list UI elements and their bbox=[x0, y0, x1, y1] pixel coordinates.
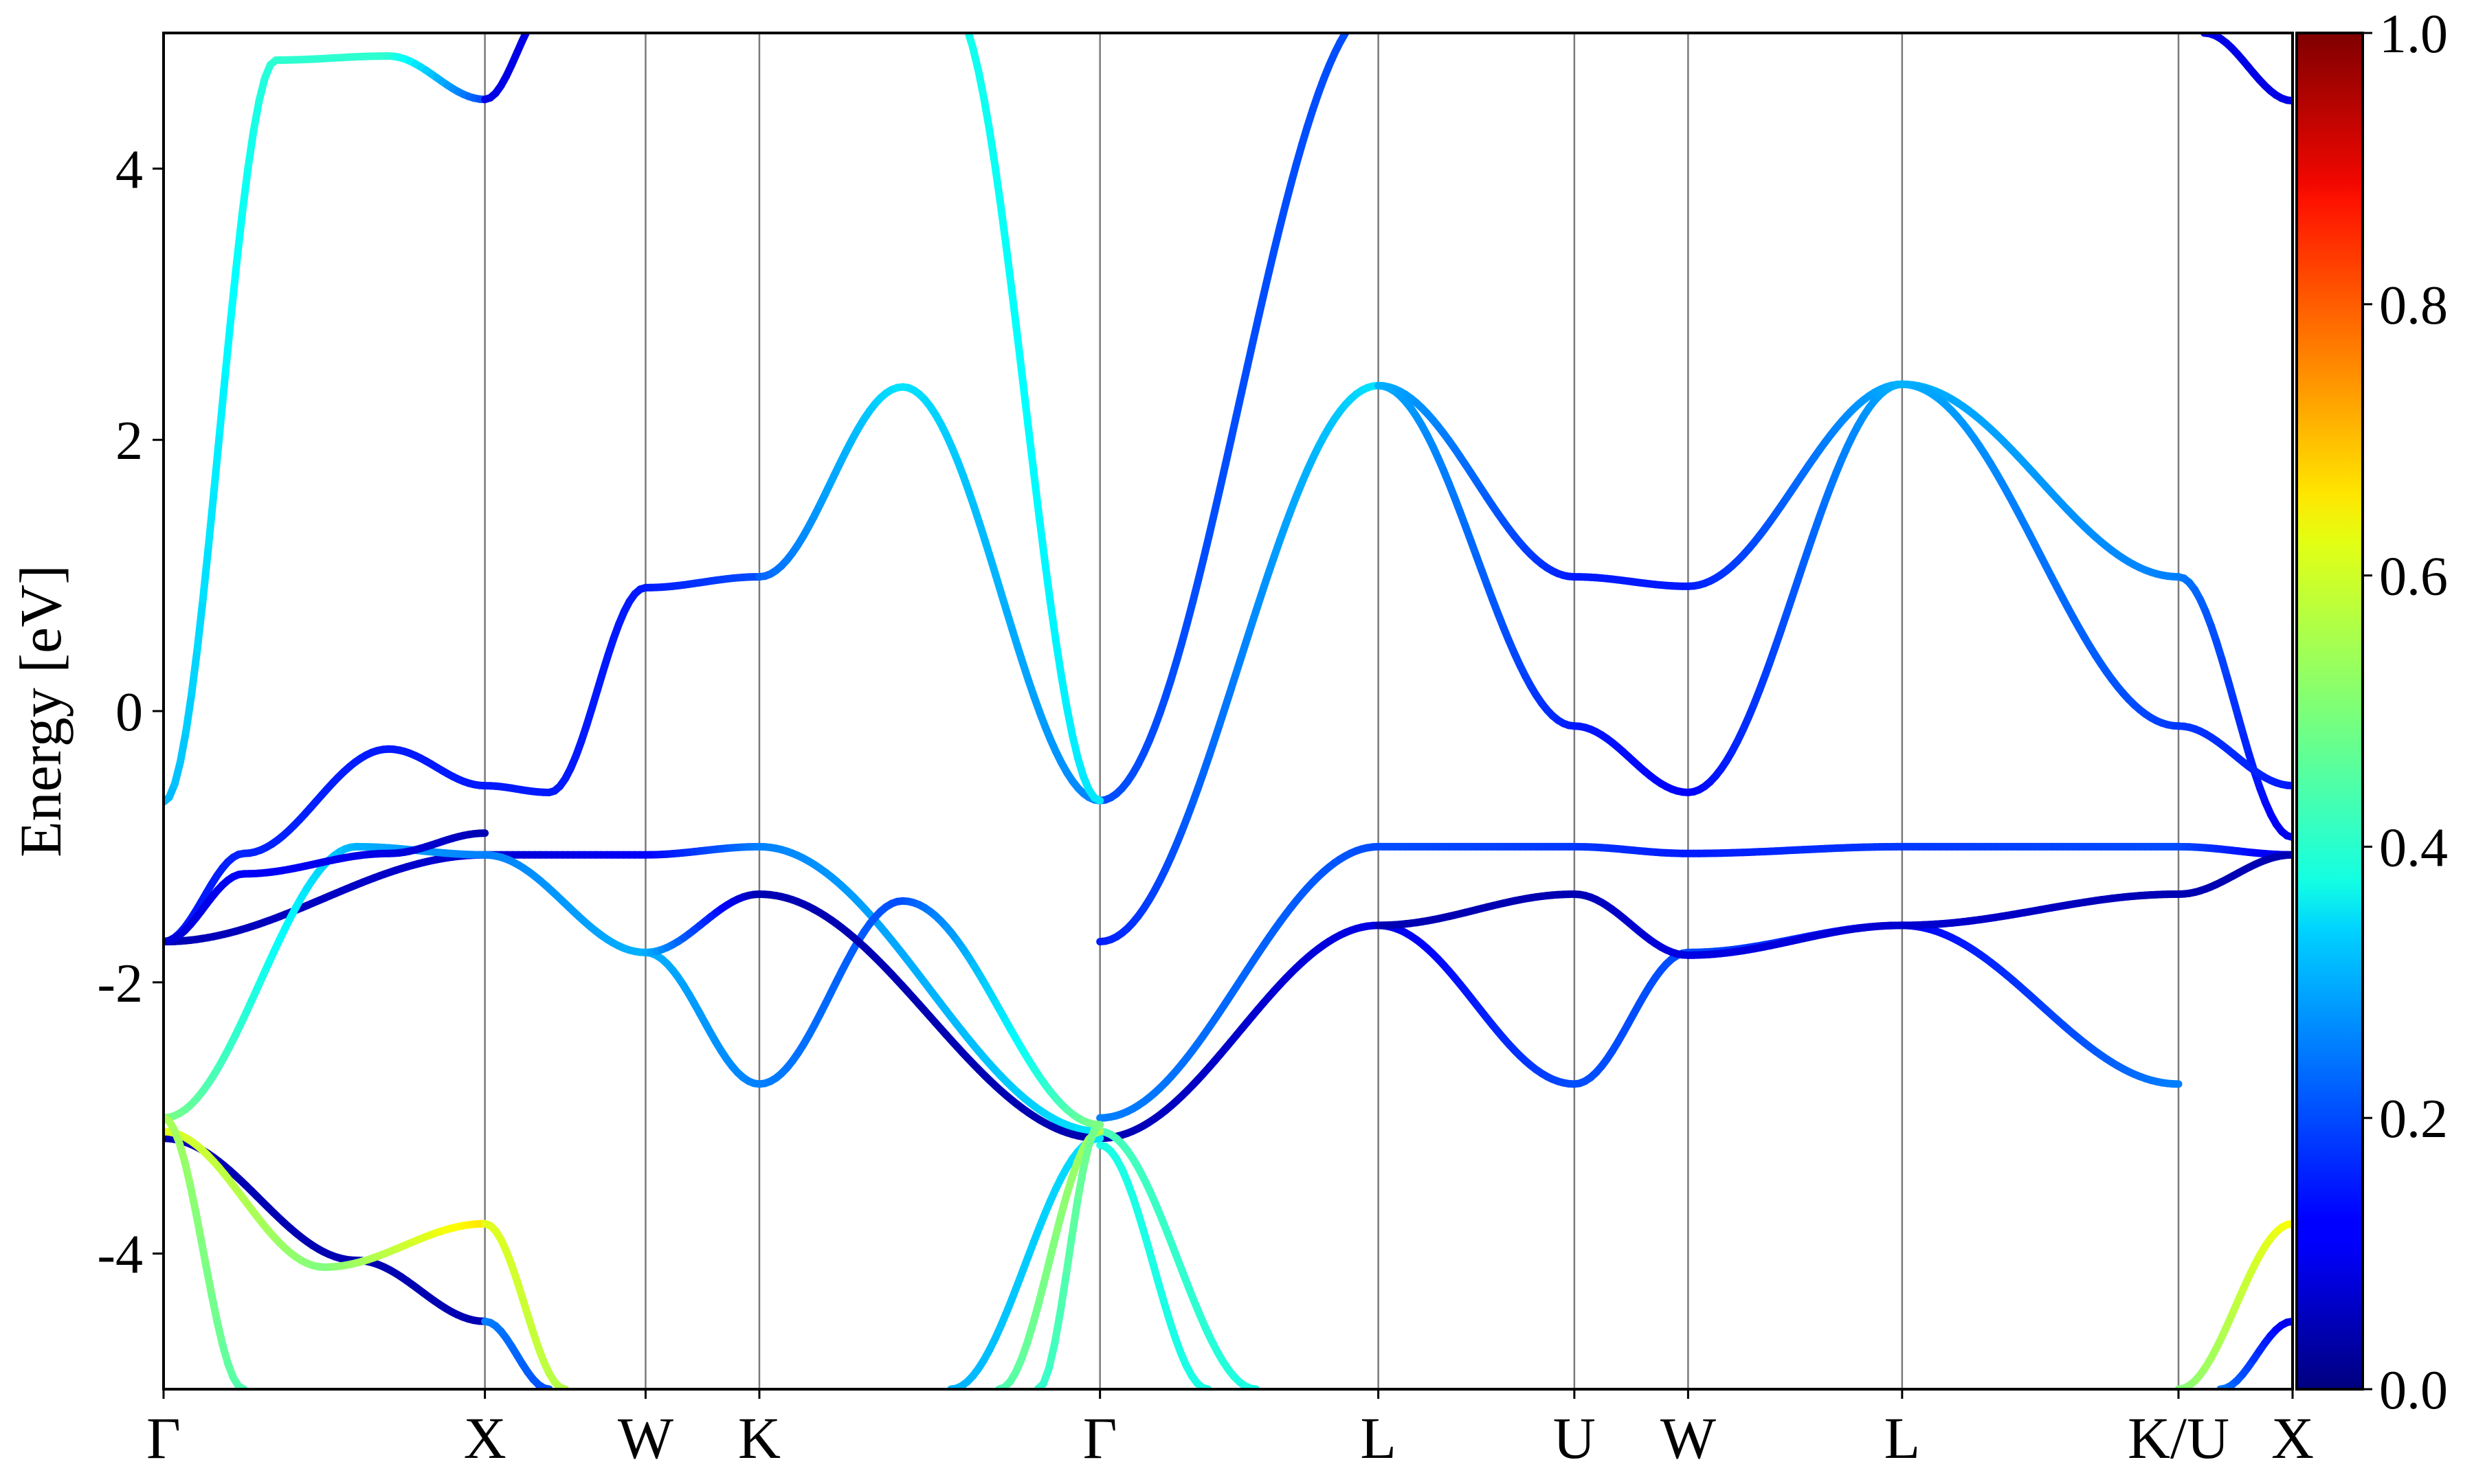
band-line bbox=[481, 1219, 570, 1389]
y-tick-label: -4 bbox=[97, 1225, 143, 1285]
colorbar-tick-label: 0.0 bbox=[2379, 1360, 2448, 1421]
x-tick-label: X bbox=[2271, 1405, 2314, 1471]
band-line bbox=[164, 1127, 489, 1271]
kpath-gridlines bbox=[484, 33, 2180, 1389]
x-tick-label: X bbox=[464, 1405, 506, 1471]
band-line bbox=[164, 573, 764, 946]
band-line bbox=[1096, 381, 1383, 946]
band-line bbox=[164, 1114, 248, 1389]
band-line bbox=[2200, 33, 2293, 105]
colorbar-tick-label: 0.4 bbox=[2379, 818, 2448, 878]
colorbar-ticks: 0.0 0.2 0.4 0.6 0.8 1.0 bbox=[2363, 4, 2448, 1421]
band-line bbox=[164, 1134, 489, 1325]
band-line bbox=[1898, 380, 2293, 842]
x-tick-label: Γ bbox=[1083, 1405, 1117, 1471]
y-axis: -4 -2 0 2 4 bbox=[97, 139, 164, 1285]
band-line bbox=[481, 33, 531, 104]
band-line bbox=[1096, 921, 2183, 1143]
x-tick-label: L bbox=[1360, 1405, 1396, 1471]
band-line bbox=[2216, 1317, 2293, 1389]
x-tick-label: L bbox=[1884, 1405, 1921, 1471]
x-tick-label: Γ bbox=[146, 1405, 181, 1471]
plot-frame bbox=[162, 32, 2294, 1391]
plot-area bbox=[162, 32, 2294, 1391]
band-line bbox=[1096, 33, 1350, 805]
band-line bbox=[1898, 380, 2293, 790]
band-line bbox=[164, 842, 1104, 1129]
colorbar-tick-label: 0.2 bbox=[2379, 1089, 2448, 1149]
x-tick-label: K bbox=[738, 1405, 781, 1471]
x-tick-label: K/U bbox=[2128, 1405, 2229, 1471]
colorbar-tick-label: 1.0 bbox=[2379, 4, 2448, 65]
band-line bbox=[481, 1317, 553, 1389]
colorbar-tick-label: 0.8 bbox=[2379, 276, 2448, 336]
y-axis-label: Energy [eV] bbox=[8, 565, 74, 857]
bands-group bbox=[164, 33, 2293, 1389]
colorbar-gradient bbox=[2295, 32, 2364, 1391]
colorbar-tick-label: 0.6 bbox=[2379, 547, 2448, 607]
y-tick-label: 4 bbox=[115, 139, 143, 200]
band-line bbox=[1034, 1121, 1104, 1389]
band-line bbox=[1096, 1141, 1212, 1389]
band-line bbox=[964, 33, 1104, 805]
colorbar: 0.0 0.2 0.4 0.6 0.8 1.0 bbox=[2295, 4, 2448, 1421]
band-line bbox=[1374, 380, 1906, 796]
x-tick-label: W bbox=[1660, 1405, 1716, 1471]
x-axis: Γ X W K Γ L U W L K/U X bbox=[146, 1389, 2314, 1471]
band-line bbox=[641, 890, 1104, 1143]
x-tick-label: W bbox=[618, 1405, 673, 1471]
band-line bbox=[1374, 380, 1906, 590]
band-line bbox=[947, 1134, 1104, 1389]
y-tick-label: 2 bbox=[115, 411, 143, 471]
band-line bbox=[2174, 1219, 2293, 1389]
band-line bbox=[1374, 851, 2293, 959]
x-tick-label: U bbox=[1553, 1405, 1596, 1471]
y-tick-label: 0 bbox=[115, 682, 143, 743]
y-tick-label: -2 bbox=[97, 954, 143, 1014]
band-line bbox=[755, 383, 1104, 805]
band-line bbox=[164, 52, 489, 806]
